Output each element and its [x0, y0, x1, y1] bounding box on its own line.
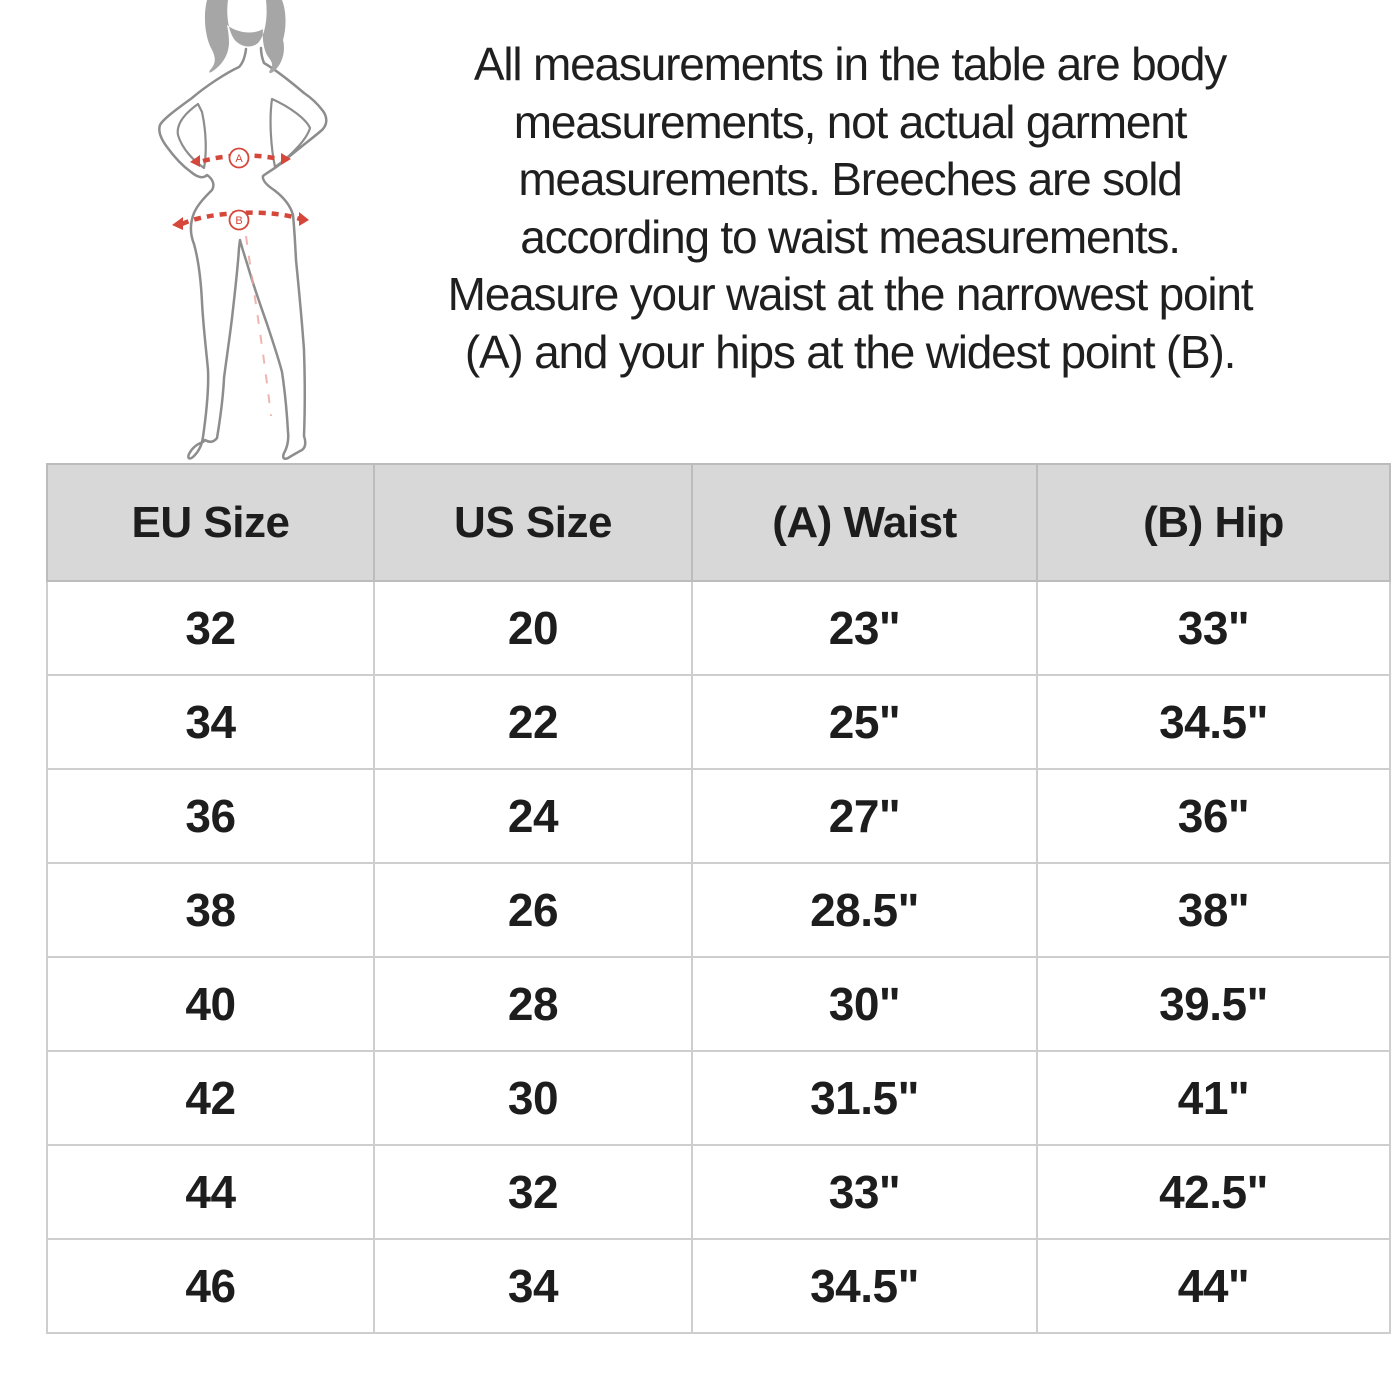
cell-us-size: 30	[373, 1050, 693, 1146]
cell-waist: 33"	[691, 1144, 1038, 1240]
header-row: EU Size US Size (A) Waist (B) Hip	[46, 463, 1391, 582]
column-header-waist: (A) Waist	[691, 463, 1038, 582]
cell-us-size: 22	[373, 674, 693, 770]
cell-eu-size: 34	[46, 674, 375, 770]
table-row: 42 30 31.5" 41"	[46, 1050, 1391, 1146]
cell-hip: 41"	[1036, 1050, 1391, 1146]
cell-eu-size: 40	[46, 956, 375, 1052]
cell-waist: 23"	[691, 580, 1038, 676]
instructions-line: according to waist measurements.	[520, 210, 1181, 263]
cell-eu-size: 42	[46, 1050, 375, 1146]
cell-hip: 33"	[1036, 580, 1391, 676]
cell-us-size: 24	[373, 768, 693, 864]
cell-us-size: 32	[373, 1144, 693, 1240]
hip-label-text: B	[235, 215, 242, 227]
cell-waist: 30"	[691, 956, 1038, 1052]
cell-waist: 34.5"	[691, 1238, 1038, 1334]
column-header-eu-size: EU Size	[46, 463, 375, 582]
waist-label-badge	[228, 147, 250, 169]
cell-eu-size: 46	[46, 1238, 375, 1334]
size-chart-table: EU Size US Size (A) Waist (B) Hip 32 20 …	[46, 463, 1391, 1334]
cell-us-size: 34	[373, 1238, 693, 1334]
table-row: 38 26 28.5" 38"	[46, 862, 1391, 958]
instructions-line: measurements. Breeches are sold	[518, 153, 1183, 205]
cell-hip: 34.5"	[1036, 674, 1391, 770]
left-arm-gap	[176, 102, 207, 170]
waist-measure-line: A	[190, 147, 291, 169]
instructions-line: Measure your waist at the narrowest poin…	[447, 268, 1254, 320]
instructions-line: All measurements in the table are body	[473, 38, 1227, 90]
cell-hip: 39.5"	[1036, 956, 1391, 1052]
hip-arrow-right-icon	[299, 212, 309, 226]
cell-us-size: 20	[373, 580, 693, 676]
cell-eu-size: 32	[46, 580, 375, 676]
table-row: 40 28 30" 39.5"	[46, 956, 1391, 1052]
table-row: 32 20 23" 33"	[46, 580, 1391, 676]
body-measurement-diagram: A B	[150, 0, 330, 462]
table-row: 46 34 34.5" 44"	[46, 1238, 1391, 1334]
cell-us-size: 28	[373, 956, 693, 1052]
cell-eu-size: 44	[46, 1144, 375, 1240]
cell-eu-size: 36	[46, 768, 375, 864]
waist-label-text: A	[235, 153, 243, 165]
measurement-instructions: All measurements in the table are body m…	[310, 36, 1390, 381]
body-outline	[158, 46, 328, 461]
column-header-us-size: US Size	[373, 463, 693, 582]
female-silhouette-icon: A B	[158, 0, 328, 461]
cell-hip: 36"	[1036, 768, 1391, 864]
table-row: 44 32 33" 42.5"	[46, 1144, 1391, 1240]
hip-measure-line: B	[172, 209, 309, 231]
cell-waist: 27"	[691, 768, 1038, 864]
cell-hip: 38"	[1036, 862, 1391, 958]
instructions-line: (A) and your hips at the widest point (B…	[464, 325, 1237, 378]
hair-shape	[204, 0, 286, 74]
waist-arrow-left-icon	[190, 155, 200, 167]
cell-waist: 25"	[691, 674, 1038, 770]
column-header-hip: (B) Hip	[1036, 463, 1391, 582]
hip-label-badge	[228, 209, 250, 231]
waist-arrow-right-icon	[281, 153, 291, 165]
cell-waist: 31.5"	[691, 1050, 1038, 1146]
right-arm-gap	[269, 97, 312, 169]
hip-arrow-left-icon	[172, 217, 183, 230]
table-row: 36 24 27" 36"	[46, 768, 1391, 864]
cell-hip: 44"	[1036, 1238, 1391, 1334]
table-row: 34 22 25" 34.5"	[46, 674, 1391, 770]
cell-us-size: 26	[373, 862, 693, 958]
cell-eu-size: 38	[46, 862, 375, 958]
cell-waist: 28.5"	[691, 862, 1038, 958]
cell-hip: 42.5"	[1036, 1144, 1391, 1240]
instructions-line: measurements, not actual garment	[513, 95, 1188, 148]
